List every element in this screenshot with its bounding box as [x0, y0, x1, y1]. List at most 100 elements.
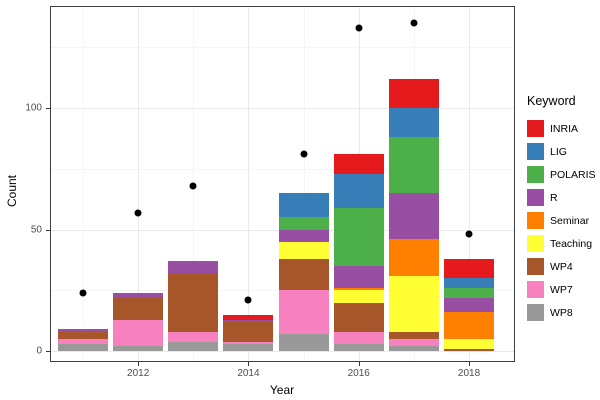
y-tick-label: 0: [36, 345, 42, 357]
bar-segment-r-2014: [223, 319, 274, 323]
bar-segment-wp4-2018: [444, 348, 495, 352]
gridline-minor-y: [51, 168, 514, 170]
legend-key-seminar: [527, 212, 544, 229]
plot-panel: [50, 6, 515, 362]
y-tick-label: 50: [30, 224, 42, 236]
y-tick: [46, 351, 50, 353]
legend-key-teaching: [527, 235, 544, 252]
y-tick-label: 100: [25, 102, 42, 114]
bar-segment-wp8-2016: [333, 343, 384, 352]
bar-segment-wp7-2014: [223, 341, 274, 344]
legend-label: WP4: [550, 260, 573, 273]
x-tick-label: 2018: [457, 368, 481, 379]
bar-segment-r-2018: [444, 297, 495, 313]
legend-item-lig: LIG: [527, 140, 596, 163]
bar-segment-teaching-2017: [388, 275, 439, 332]
bar-segment-wp8-2014: [223, 343, 274, 352]
bar-segment-polaris-2015: [278, 217, 329, 230]
bar-segment-wp4-2011: [58, 331, 108, 340]
bar-segment-wp7-2011: [58, 339, 108, 344]
legend-title: Keyword: [527, 94, 576, 108]
legend: Keyword INRIA LIG POLARIS R Seminar Teaching W…: [527, 94, 596, 324]
bar-segment-wp7-2016: [333, 331, 384, 344]
bar-segment-lig-2016: [333, 173, 384, 208]
bar-segment-lig-2015: [278, 193, 329, 218]
bar-segment-wp8-2012: [113, 346, 164, 352]
bar-segment-inria-2016: [333, 154, 384, 174]
data-point-2018: [465, 230, 473, 238]
gridline-major-x: [248, 7, 250, 361]
bar-segment-inria-2018: [444, 258, 495, 279]
legend-key-wp4: [527, 258, 544, 275]
bar-segment-r-2016: [333, 266, 384, 288]
bar-segment-wp7-2017: [388, 339, 439, 347]
bar-segment-wp4-2014: [223, 322, 274, 342]
bar-segment-r-2011: [58, 329, 108, 332]
bar-segment-wp7-2015: [278, 290, 329, 335]
bar-segment-wp8-2013: [168, 341, 219, 352]
data-point-2012: [134, 209, 142, 217]
bar-segment-r-2015: [278, 229, 329, 242]
bar-segment-wp7-2013: [168, 331, 219, 342]
bar-segment-teaching-2015: [278, 241, 329, 259]
y-axis-title: Count: [5, 174, 19, 208]
y-tick: [46, 107, 50, 109]
legend-label: POLARIS: [550, 168, 596, 181]
legend-items: INRIA LIG POLARIS R Seminar Teaching WP4 WP7 WP8: [527, 117, 596, 324]
y-tick: [46, 229, 50, 231]
x-tick: [138, 362, 140, 366]
legend-item-wp8: WP8: [527, 301, 596, 324]
legend-key-wp7: [527, 281, 544, 298]
legend-key-r: [527, 189, 544, 206]
data-point-2014: [244, 296, 252, 304]
bar-segment-seminar-2017: [388, 239, 439, 276]
bar-segment-wp4-2017: [388, 331, 439, 340]
legend-label: Seminar: [550, 214, 590, 227]
legend-label: WP7: [550, 283, 573, 296]
bar-segment-lig-2017: [388, 107, 439, 138]
legend-key-polaris: [527, 166, 544, 183]
bar-segment-wp8-2011: [58, 343, 108, 352]
bar-segment-polaris-2017: [388, 137, 439, 194]
gridline-major-x: [138, 7, 140, 361]
legend-key-wp8: [527, 304, 544, 321]
bar-segment-r-2012: [113, 292, 164, 298]
gridline-major-y: [51, 107, 514, 109]
data-point-2017: [410, 19, 418, 27]
x-axis-title: Year: [269, 383, 295, 397]
legend-label: R: [550, 191, 558, 204]
legend-item-inria: INRIA: [527, 117, 596, 140]
legend-label: INRIA: [550, 122, 579, 135]
bar-segment-teaching-2018: [444, 339, 495, 349]
legend-item-r: R: [527, 186, 596, 209]
bar-segment-r-2013: [168, 261, 219, 274]
bar-segment-inria-2017: [388, 78, 439, 108]
legend-label: WP8: [550, 306, 573, 319]
legend-item-teaching: Teaching: [527, 232, 596, 255]
legend-label: LIG: [550, 145, 567, 158]
bar-segment-seminar-2016: [333, 288, 384, 291]
bar-segment-wp8-2015: [278, 334, 329, 352]
legend-item-wp7: WP7: [527, 278, 596, 301]
bar-segment-wp7-2012: [113, 319, 164, 347]
gridline-minor-x: [303, 7, 305, 361]
legend-label: Teaching: [550, 237, 593, 250]
gridline-minor-x: [83, 7, 84, 361]
x-tick: [248, 362, 250, 366]
bar-segment-seminar-2018: [444, 312, 495, 340]
bar-segment-polaris-2018: [444, 288, 495, 298]
x-tick-label: 2014: [237, 368, 260, 379]
data-point-2016: [355, 24, 363, 32]
legend-item-polaris: POLARIS: [527, 163, 596, 186]
data-point-2015: [300, 150, 308, 158]
bar-segment-wp4-2012: [113, 297, 164, 320]
x-tick-label: 2016: [347, 368, 370, 379]
x-tick: [358, 362, 360, 366]
legend-key-inria: [527, 120, 544, 137]
gridline-major-y: [51, 351, 514, 353]
legend-item-seminar: Seminar: [527, 209, 596, 232]
bar-segment-r-2017: [388, 193, 439, 240]
legend-key-lig: [527, 143, 544, 160]
x-tick: [469, 362, 471, 366]
